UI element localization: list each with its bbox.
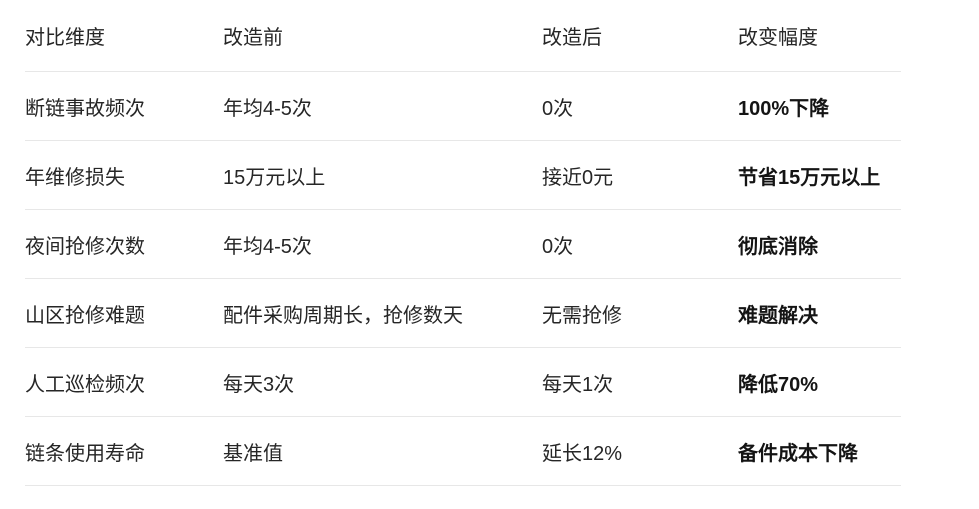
change-cell: 难题解决 <box>738 278 901 348</box>
dimension-cell: 断链事故频次 <box>25 71 223 141</box>
before-cell: 年均4-5次 <box>223 71 542 141</box>
dimension-cell: 链条使用寿命 <box>25 416 223 486</box>
table-body: 断链事故频次 年均4-5次 0次 100%下降 年维修损失 15万元以上 接近0元 节省15万… <box>25 71 901 486</box>
table-row: 链条使用寿命 基准值 延长12% 备件成本下降 <box>25 416 901 486</box>
dimension-cell: 夜间抢修次数 <box>25 209 223 279</box>
table-row: 人工巡检频次 每天3次 每天1次 降低70% <box>25 347 901 417</box>
after-cell: 0次 <box>542 71 738 141</box>
after-cell: 无需抢修 <box>542 278 738 348</box>
after-cell: 接近0元 <box>542 140 738 210</box>
before-cell: 配件采购周期长，抢修数天 <box>223 278 542 348</box>
dimension-cell: 人工巡检频次 <box>25 347 223 417</box>
table-row: 断链事故频次 年均4-5次 0次 100%下降 <box>25 71 901 141</box>
after-cell: 每天1次 <box>542 347 738 417</box>
column-header-change: 改变幅度 <box>738 0 901 72</box>
before-cell: 基准值 <box>223 416 542 486</box>
table-row: 年维修损失 15万元以上 接近0元 节省15万元以上 <box>25 140 901 210</box>
comparison-table: 对比维度 改造前 改造后 改变幅度 断链事故频次 年均4-5次 0次 100%下降 年维… <box>25 0 901 486</box>
before-cell: 年均4-5次 <box>223 209 542 279</box>
table-row: 夜间抢修次数 年均4-5次 0次 彻底消除 <box>25 209 901 279</box>
change-cell: 100%下降 <box>738 71 901 141</box>
after-cell: 0次 <box>542 209 738 279</box>
change-cell: 彻底消除 <box>738 209 901 279</box>
before-cell: 每天3次 <box>223 347 542 417</box>
change-cell: 备件成本下降 <box>738 416 901 486</box>
change-cell: 降低70% <box>738 347 901 417</box>
header-row: 对比维度 改造前 改造后 改变幅度 <box>25 0 901 72</box>
dimension-cell: 山区抢修难题 <box>25 278 223 348</box>
column-header-before: 改造前 <box>223 0 542 72</box>
table-row: 山区抢修难题 配件采购周期长，抢修数天 无需抢修 难题解决 <box>25 278 901 348</box>
before-cell: 15万元以上 <box>223 140 542 210</box>
after-cell: 延长12% <box>542 416 738 486</box>
table-header: 对比维度 改造前 改造后 改变幅度 <box>25 0 901 72</box>
dimension-cell: 年维修损失 <box>25 140 223 210</box>
change-cell: 节省15万元以上 <box>738 140 901 210</box>
column-header-after: 改造后 <box>542 0 738 72</box>
column-header-dimension: 对比维度 <box>25 0 223 72</box>
